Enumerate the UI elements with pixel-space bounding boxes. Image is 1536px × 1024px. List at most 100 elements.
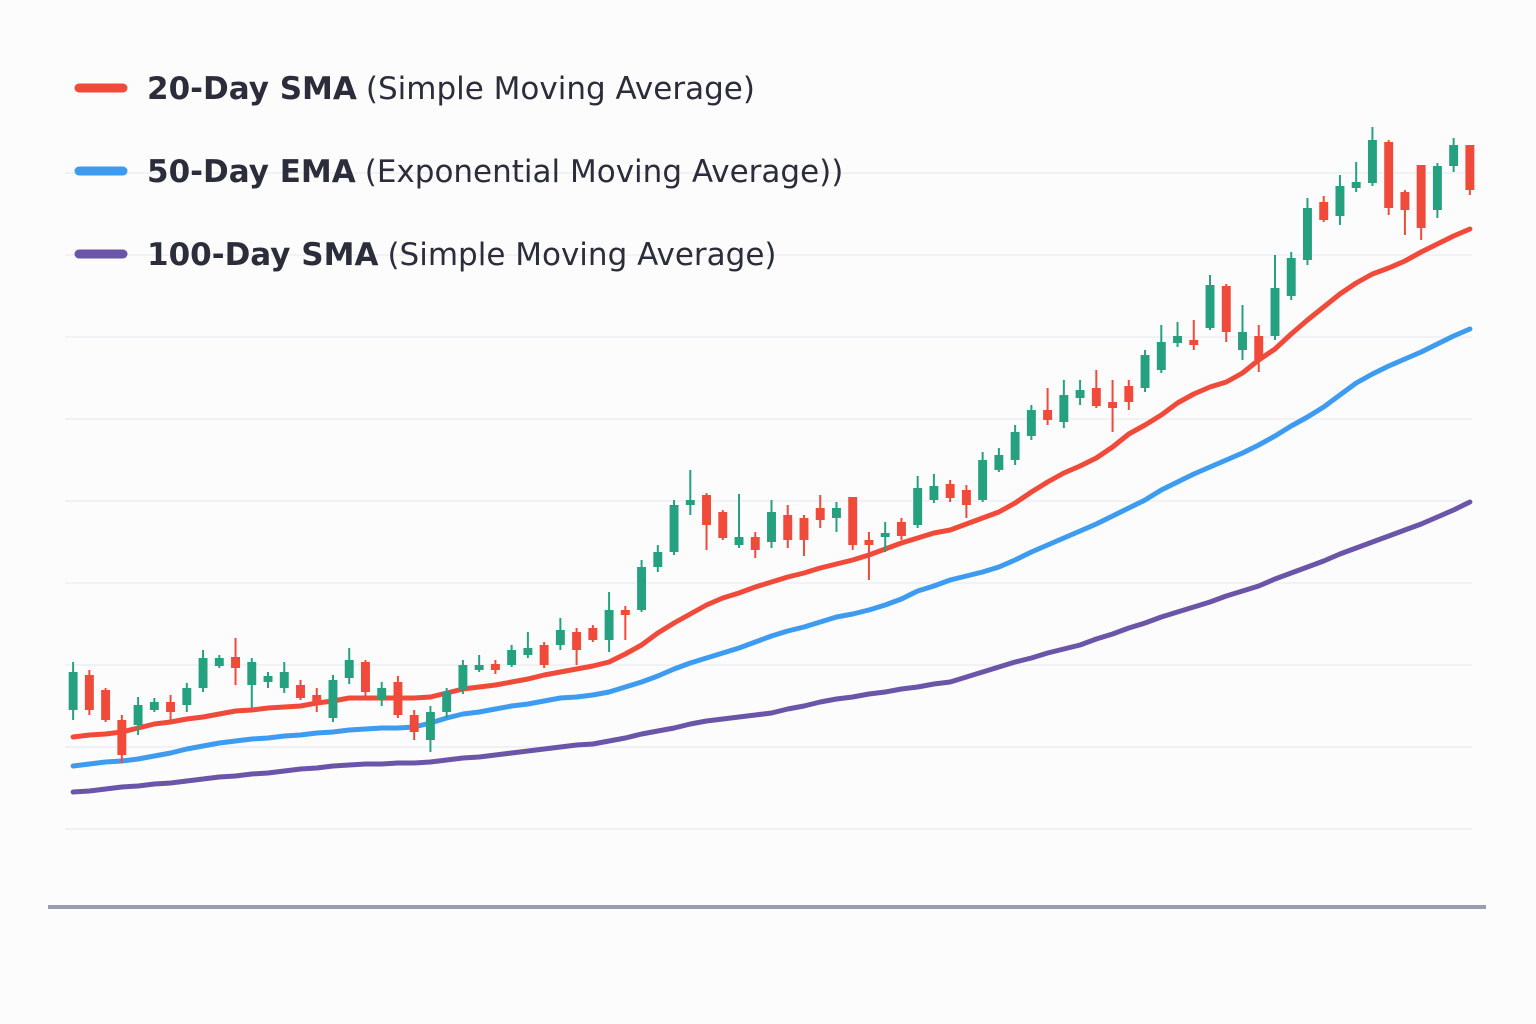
candle-body <box>1286 258 1296 296</box>
legend-label: 50-Day EMA (Exponential Moving Average)) <box>147 154 843 190</box>
candle-body <box>685 500 695 505</box>
ma-line <box>70 226 1473 740</box>
candle-body <box>182 688 192 705</box>
candle-body <box>344 660 354 678</box>
candle-body <box>961 490 971 505</box>
candle-body <box>702 495 712 525</box>
candle-body <box>848 497 858 545</box>
candle-body <box>1449 145 1459 166</box>
candle-body <box>864 540 874 545</box>
candle-body <box>1059 395 1069 422</box>
candle-body <box>68 672 78 710</box>
candle-body <box>799 518 809 540</box>
candle-body <box>734 537 744 545</box>
candle-body <box>1367 140 1377 183</box>
candle-body <box>669 505 679 552</box>
candle-body <box>296 685 305 698</box>
ma-line <box>70 326 1473 769</box>
candle-body <box>1384 142 1394 208</box>
candle-body <box>149 702 159 710</box>
legend: 20-Day SMA (Simple Moving Average)50-Day … <box>74 71 843 273</box>
legend-description: (Simple Moving Average) <box>366 71 755 107</box>
candle-body <box>539 645 549 665</box>
candle-body <box>360 662 370 692</box>
candle-body <box>442 692 452 712</box>
lines <box>70 226 1473 795</box>
candle-body <box>198 658 208 688</box>
legend-name: 20-Day SMA <box>147 71 357 107</box>
candle-body <box>1400 192 1410 210</box>
legend-label: 20-Day SMA (Simple Moving Average) <box>147 71 755 107</box>
candle-body <box>263 676 273 682</box>
candle-body <box>458 665 468 690</box>
candle-body <box>1140 355 1150 388</box>
candle-body <box>523 648 533 655</box>
legend-label: 100-Day SMA (Simple Moving Average) <box>147 237 777 273</box>
candle-body <box>279 672 289 688</box>
legend-description: (Exponential Moving Average)) <box>365 154 844 190</box>
candle-body <box>247 662 257 685</box>
ma-line <box>70 499 1473 795</box>
candle-body <box>783 515 793 540</box>
candle-body <box>425 712 435 740</box>
candle-body <box>1319 202 1329 220</box>
candle-body <box>588 628 598 640</box>
candle-body <box>896 522 906 536</box>
candles <box>68 127 1475 763</box>
candle-body <box>1043 410 1053 420</box>
candle-body <box>474 665 484 670</box>
candle-body <box>1075 390 1085 398</box>
candle-body <box>1351 182 1361 188</box>
candle-body <box>214 658 224 666</box>
candle-body <box>1124 386 1134 402</box>
candle-body <box>1416 165 1426 228</box>
candle-body <box>945 484 955 498</box>
candle-body <box>312 695 322 705</box>
candle-body <box>84 675 94 710</box>
candle-body <box>978 460 988 500</box>
candle-body <box>1173 336 1183 343</box>
candle-body <box>101 690 111 720</box>
candle-body <box>1432 166 1442 210</box>
candle-body <box>1205 285 1215 328</box>
candle-body <box>166 702 176 712</box>
candle-body <box>994 455 1004 470</box>
candle-body <box>133 705 143 725</box>
candle-body <box>572 632 582 650</box>
candle-body <box>231 657 241 668</box>
candle-body <box>718 512 728 538</box>
grid <box>48 172 1486 909</box>
candle-body <box>1010 432 1020 460</box>
candle-body <box>1302 208 1312 260</box>
candle-body <box>1156 342 1166 370</box>
candle-body <box>1091 388 1101 406</box>
candle-body <box>507 650 517 665</box>
candle-body <box>620 610 630 615</box>
candle-body <box>117 720 127 755</box>
candle-body <box>767 512 776 542</box>
candle-body <box>929 486 939 500</box>
candle-body <box>653 552 663 567</box>
candle-body <box>1270 288 1280 336</box>
candle-body <box>490 664 500 670</box>
candle-body <box>377 688 387 700</box>
candle-body <box>831 508 841 518</box>
candle-body <box>815 508 825 520</box>
candle-body <box>328 680 338 718</box>
candle-body <box>409 715 419 732</box>
legend-name: 100-Day SMA <box>147 237 378 273</box>
candle-body <box>637 567 647 610</box>
candle-body <box>1465 145 1475 190</box>
candle-body <box>1254 336 1264 360</box>
candle-body <box>555 630 565 645</box>
candle-body <box>913 488 923 525</box>
legend-description: (Simple Moving Average) <box>387 237 776 273</box>
legend-name: 50-Day EMA <box>147 154 356 190</box>
candle-body <box>1335 186 1345 216</box>
candle-body <box>1108 402 1118 408</box>
candle-body <box>750 537 760 550</box>
candle-body <box>880 533 890 537</box>
candle-body <box>1189 340 1199 345</box>
